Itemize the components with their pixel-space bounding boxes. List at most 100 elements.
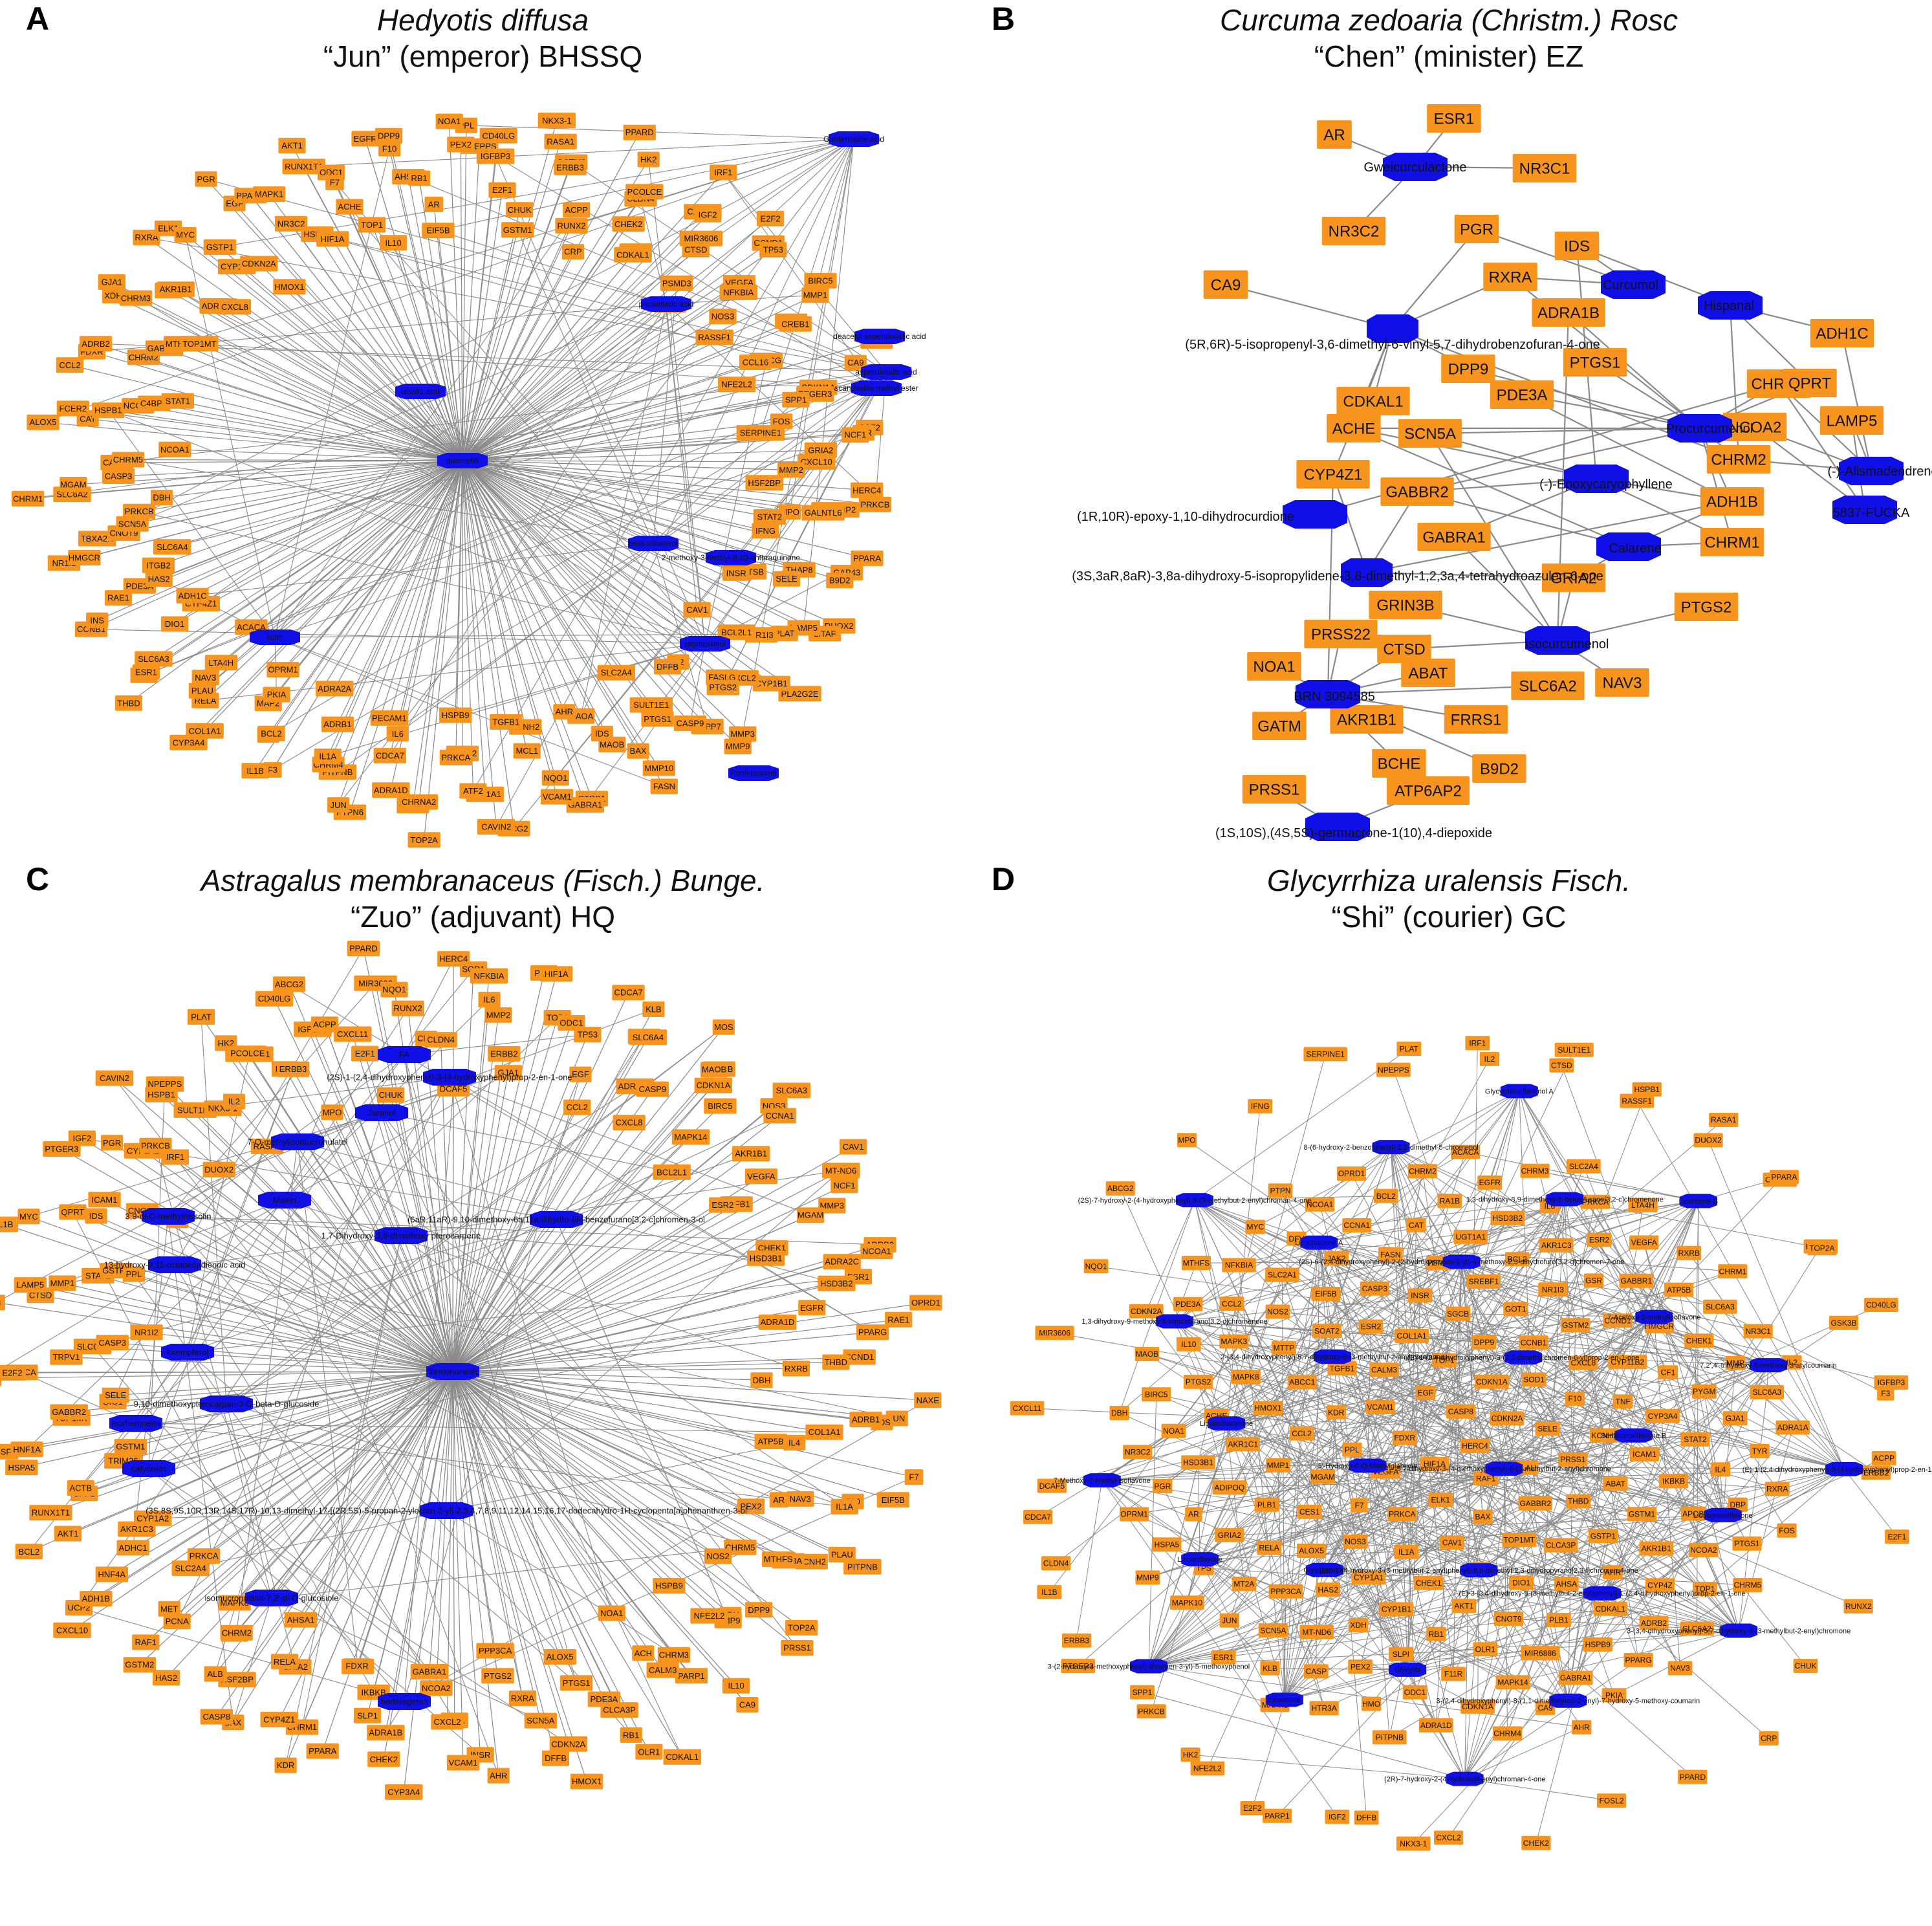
target-label: NFE2L2 <box>694 1611 725 1621</box>
target-label: PDE3A <box>1497 386 1548 404</box>
compound-label: hederagenin <box>381 1697 428 1707</box>
edge <box>1231 1303 1408 1670</box>
target-node <box>1414 1575 1444 1590</box>
target-label: CA9 <box>739 1700 755 1710</box>
compound-node <box>374 1227 428 1244</box>
edge <box>462 280 821 461</box>
target-node <box>1658 1474 1689 1489</box>
target-label: KLB <box>646 1005 662 1014</box>
target-node <box>641 711 674 727</box>
target-node <box>391 1000 424 1016</box>
target-label: LAMP5 <box>1827 412 1878 430</box>
target-node <box>736 1697 759 1713</box>
target-label: CYP1A2 <box>136 1513 169 1523</box>
edge <box>1148 1236 1471 1667</box>
target-node <box>220 1625 253 1641</box>
target-node <box>830 1177 858 1194</box>
target-label: OLR1 <box>638 1747 660 1756</box>
target-label: CD40LG <box>1866 1300 1896 1309</box>
target-node <box>176 587 209 604</box>
edge <box>462 323 796 461</box>
target-label: CAVIN2 <box>100 1073 129 1083</box>
edge <box>148 1322 778 1469</box>
target-label: PRSS1 <box>783 1643 811 1653</box>
edge <box>168 1216 632 1736</box>
target-label: CASP3 <box>98 1338 126 1348</box>
target-node <box>372 782 410 798</box>
edge <box>1519 1091 1669 1373</box>
edge <box>1575 1317 1655 1678</box>
target-label: PSMD3 <box>662 279 691 289</box>
target-node <box>1398 419 1462 448</box>
target-node <box>14 1277 47 1293</box>
edge <box>284 968 474 1201</box>
edge <box>1204 1568 1603 1594</box>
target-node <box>1706 445 1771 474</box>
edge <box>1199 1200 1450 1560</box>
compound-node <box>437 453 488 468</box>
target-node <box>1324 1251 1349 1266</box>
target-node <box>1861 1465 1891 1480</box>
target-label: CXCL2 <box>1436 1833 1461 1843</box>
compound-node <box>530 1211 583 1228</box>
target-label: ITGB2 <box>146 560 171 570</box>
target-node <box>1819 406 1884 435</box>
compound-label: (-)-Epoxycaryophyllene <box>1539 477 1673 492</box>
target-node <box>188 1548 221 1564</box>
target-label: MAPK14 <box>674 1132 707 1142</box>
target-node <box>1263 1808 1292 1823</box>
target-node <box>657 1647 691 1663</box>
target-node <box>612 216 645 232</box>
edge <box>1633 1372 1669 1436</box>
target-label: CDKN2A <box>551 1739 585 1749</box>
edge <box>1367 1465 1486 1650</box>
edge <box>1601 1331 1759 1594</box>
edge <box>1367 1465 1738 1505</box>
compound-node <box>854 329 905 344</box>
target-label: DPP9 <box>1448 360 1489 378</box>
edge <box>452 1074 581 1372</box>
target-label: DIO1 <box>165 619 184 629</box>
target-label: CLCA3P <box>603 1705 636 1715</box>
edge <box>251 460 463 628</box>
edge <box>1204 1468 1504 1569</box>
edge <box>104 1199 453 1372</box>
edge <box>446 1510 675 1656</box>
target-node <box>187 1009 215 1025</box>
target-node <box>745 475 783 491</box>
target-label: CCL16 <box>743 358 768 367</box>
edge <box>155 1145 453 1372</box>
target-label: OPRM1 <box>1120 1510 1148 1519</box>
edge <box>187 1069 294 1353</box>
edge <box>0 1371 453 1379</box>
edge <box>1273 1515 1723 1631</box>
edge <box>1226 1182 1490 1424</box>
edge <box>452 1371 802 1628</box>
target-node <box>380 981 408 998</box>
target-label: CXCL11 <box>1013 1404 1042 1413</box>
target-node <box>1567 1159 1601 1174</box>
edge <box>71 1371 453 1419</box>
target-label: PPARG <box>1625 1656 1652 1665</box>
edge <box>462 172 724 461</box>
edge <box>1583 1166 1724 1516</box>
target-label: MMP1 <box>803 290 828 300</box>
edge <box>1478 1570 1546 1709</box>
edge <box>72 408 463 461</box>
target-node <box>909 1295 942 1311</box>
edge <box>1738 1427 1794 1631</box>
edge <box>72 1211 453 1372</box>
edge <box>1453 1201 1699 1674</box>
target-label: SREBF1 <box>1468 1277 1499 1286</box>
target-node <box>321 716 354 732</box>
edge <box>118 460 463 477</box>
target-node <box>1460 1439 1490 1453</box>
target-label: RAE1 <box>107 593 129 603</box>
target-label: F7 <box>1354 1501 1363 1510</box>
target-label: CD40LG <box>258 994 291 1003</box>
target-node <box>1232 1577 1257 1592</box>
compound-node <box>1704 1507 1742 1522</box>
target-node <box>840 1139 867 1155</box>
edge <box>145 1371 453 1643</box>
edge <box>462 460 486 794</box>
